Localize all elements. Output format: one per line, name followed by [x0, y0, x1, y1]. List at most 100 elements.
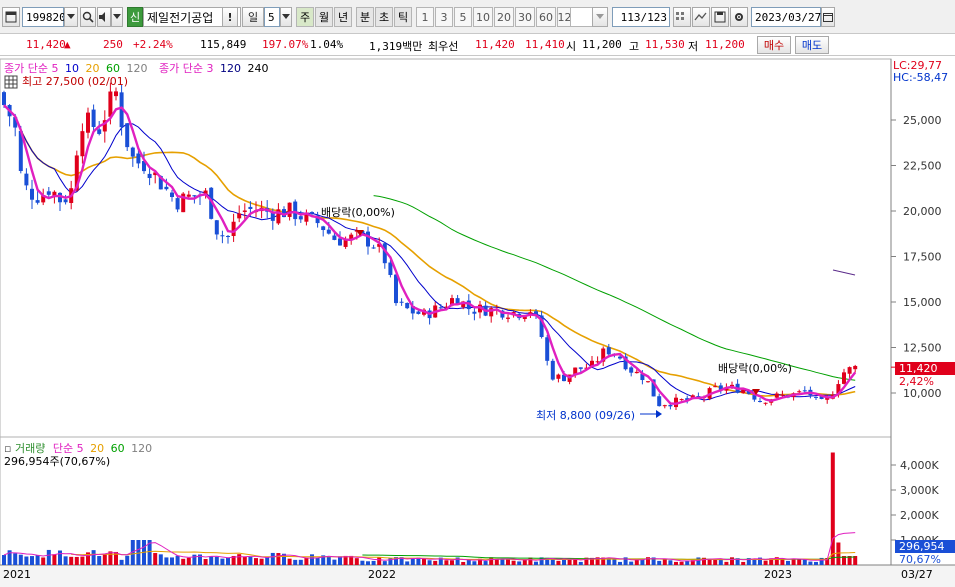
interval-60-button[interactable]: 60: [536, 7, 556, 27]
candle-body: [646, 381, 650, 383]
data-count-value: 113: [620, 10, 641, 24]
candle-body: [119, 92, 124, 128]
candle-body: [399, 301, 404, 303]
interval-20-button[interactable]: 20: [494, 7, 514, 27]
interval-5-button[interactable]: 5: [454, 7, 472, 27]
volume-bar: [853, 556, 858, 565]
date-input[interactable]: 2023/03/27: [751, 7, 821, 27]
chart-toolbar: 199820 신 제일전기공업 ! 일 5 주 월 년 분 초 틱 1 3 5 …: [0, 0, 955, 34]
volume-bar: [304, 557, 309, 565]
volume-bar: [769, 558, 774, 565]
all-time-low-note: 최저 8,800 (09/26): [536, 409, 636, 422]
candle-body: [349, 234, 354, 240]
chart-canvas[interactable]: 25,000 22,500 20,000 17,500 15,000 12,500 10,0…: [0, 56, 955, 587]
candle-body: [819, 395, 824, 400]
volume-bar: [690, 560, 695, 565]
volume-bar: [685, 560, 690, 565]
candle-body: [377, 243, 382, 247]
candle-body: [657, 396, 662, 407]
table-view-icon[interactable]: [4, 75, 18, 92]
candle-body: [752, 395, 757, 400]
volume-bar: [657, 560, 662, 565]
buy-button[interactable]: 매수: [757, 36, 791, 54]
volume-bar: [461, 561, 466, 565]
candle-body: [500, 310, 505, 318]
period-second-button[interactable]: 초: [375, 7, 393, 27]
sound-icon[interactable]: [97, 7, 111, 27]
window-menu-icon[interactable]: [2, 7, 20, 27]
alert-button[interactable]: !: [222, 7, 238, 27]
period-minute-button[interactable]: 분: [356, 7, 374, 27]
candle-body: [741, 389, 746, 394]
moving-average-line: [3, 104, 856, 397]
candle-body: [758, 400, 762, 402]
volume-bar: [366, 561, 370, 565]
volume-bar: [371, 560, 376, 565]
volume-bar: [567, 558, 572, 565]
volume-bar: [444, 560, 449, 565]
volume-bar: [214, 556, 219, 565]
volume-bar: [478, 558, 482, 565]
candle-body: [629, 367, 634, 373]
interval-10-button[interactable]: 10: [473, 7, 493, 27]
low-price: 11,200: [705, 38, 745, 51]
interval-3-button[interactable]: 3: [435, 7, 453, 27]
period-year-button[interactable]: 년: [334, 7, 352, 27]
volume-y-tick-label: 4,000K: [900, 459, 939, 472]
candle-body: [472, 311, 477, 314]
candle-body: [763, 402, 768, 404]
candle-body: [545, 337, 550, 361]
period-dropdown-icon[interactable]: [280, 7, 292, 27]
volume-bar: [433, 560, 438, 565]
candle-body: [114, 91, 118, 97]
volume-bar: [186, 557, 191, 565]
period-tick-button[interactable]: 틱: [394, 7, 412, 27]
candle-body: [164, 186, 169, 190]
period-month-button[interactable]: 월: [315, 7, 333, 27]
candle-body: [584, 367, 589, 369]
custom-interval-dropdown-icon[interactable]: [592, 7, 608, 27]
data-count-field[interactable]: 113/123: [612, 7, 670, 27]
stock-code-input[interactable]: 199820: [22, 7, 66, 27]
interval-1-button[interactable]: 1: [416, 7, 434, 27]
volume-ma-legend-120: 120: [131, 442, 153, 455]
chart-area[interactable]: 25,000 22,500 20,000 17,500 15,000 12,500 10,0…: [0, 56, 955, 587]
candle-body: [231, 221, 236, 237]
volume-bar: [114, 551, 118, 565]
candle-body: [226, 236, 230, 238]
volume-bar: [220, 558, 225, 565]
candle-body: [175, 198, 180, 210]
candle-body: [405, 302, 410, 309]
crosshair-icon[interactable]: [692, 7, 710, 27]
period-number-input[interactable]: 5: [264, 7, 280, 27]
volume-bar: [752, 558, 757, 565]
grid-icon[interactable]: [673, 7, 691, 27]
volume-bar: [80, 556, 85, 565]
settings-gear-icon[interactable]: [730, 7, 748, 27]
sell-button[interactable]: 매도: [795, 36, 829, 54]
search-icon[interactable]: [80, 7, 96, 27]
interval-30-button[interactable]: 30: [515, 7, 535, 27]
volume-ma-legend-60: 60: [110, 442, 125, 455]
candle-body: [562, 374, 566, 382]
volume-bar: [830, 452, 835, 565]
moving-average-line: [373, 195, 856, 381]
volume-bar: [170, 557, 174, 565]
code-dropdown-icon[interactable]: [64, 7, 78, 27]
price-ma2-legend-240: 240: [247, 62, 269, 75]
calendar-icon[interactable]: [821, 7, 835, 27]
volume-ratio: 197.07%: [262, 38, 309, 51]
period-unit-select[interactable]: 일: [242, 7, 264, 27]
volume-bar: [52, 554, 57, 565]
candle-body: [685, 398, 690, 401]
sound-dropdown-icon[interactable]: [111, 7, 123, 27]
price-y-tick-label: 22,500: [903, 160, 942, 173]
candle-body: [18, 130, 23, 171]
stock-name-field[interactable]: 제일전기공업: [143, 7, 241, 27]
save-icon[interactable]: [711, 7, 729, 27]
period-week-button[interactable]: 주: [296, 7, 314, 27]
volume-bar: [573, 558, 578, 565]
volume-bar: [24, 556, 29, 565]
volume-bar: [248, 556, 253, 565]
volume-bar: [601, 557, 606, 565]
